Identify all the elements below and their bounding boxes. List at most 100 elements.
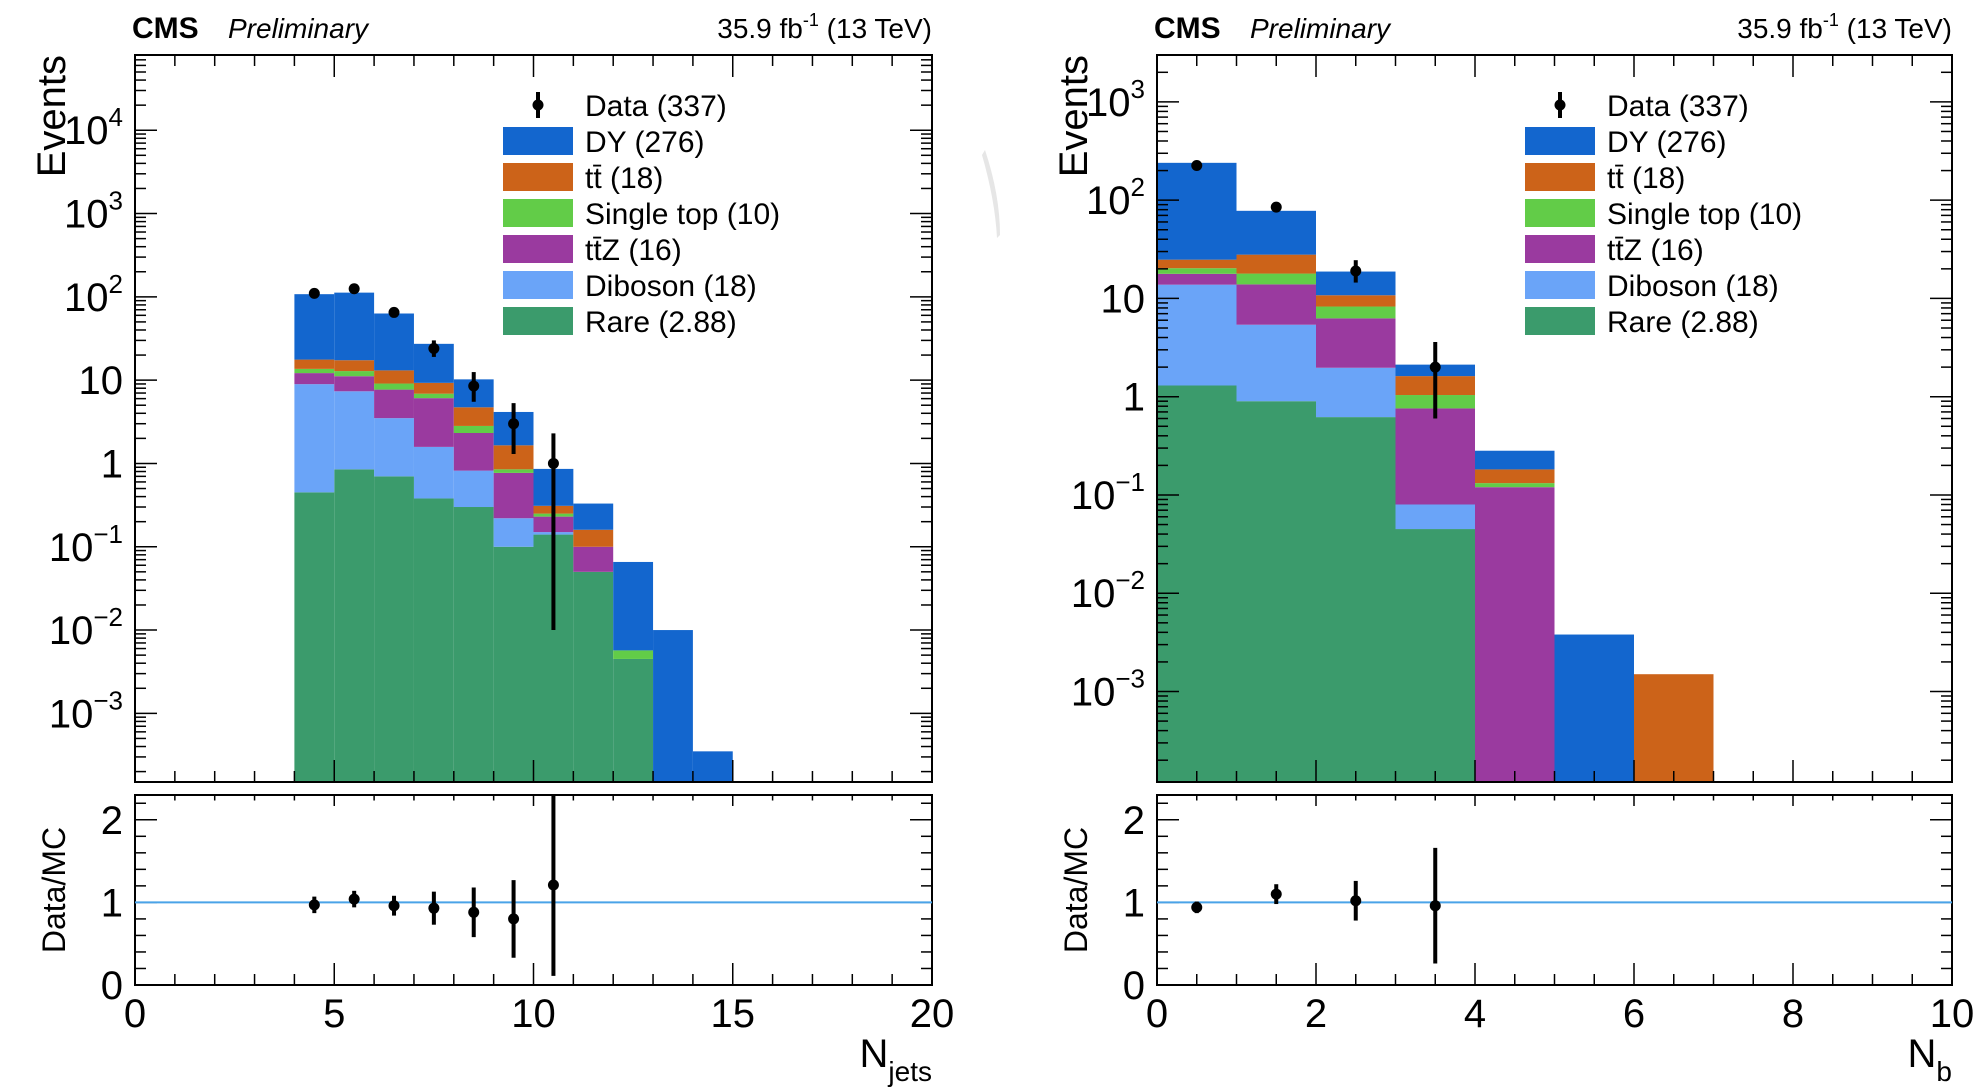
- bar-rare: [334, 469, 375, 782]
- bar-tt: [334, 360, 375, 372]
- y-tick-label: 10−2: [1071, 565, 1145, 616]
- ratio-point: [308, 899, 320, 911]
- data-point: [468, 380, 480, 392]
- bar-single-top: [294, 368, 335, 374]
- ratio-frame: [134, 794, 933, 986]
- stacked-bars: [294, 292, 733, 782]
- legend-swatch: [503, 307, 573, 335]
- bar-rare: [374, 476, 414, 782]
- bar-diboson: [453, 470, 494, 508]
- y-tick-label: 103: [64, 186, 123, 237]
- legend-label: Rare (2.88): [1607, 306, 1759, 339]
- bar-tt: [1236, 254, 1316, 274]
- bar-tt: [453, 407, 494, 426]
- bar-rare: [573, 571, 614, 782]
- bar-tt: [1316, 295, 1396, 307]
- data-point: [1270, 201, 1282, 213]
- bar-diboson: [493, 518, 534, 547]
- x-tick-label: 6: [1623, 992, 1645, 1036]
- bar-rare: [1157, 385, 1237, 782]
- ratio-point: [348, 893, 360, 905]
- status-label: Preliminary: [1250, 13, 1392, 44]
- bar-dy: [573, 503, 614, 530]
- bar-diboson: [1395, 504, 1475, 530]
- bar-ttz: [573, 546, 614, 572]
- legend-label: Single top (10): [585, 198, 780, 231]
- ratio-points: [1191, 847, 1441, 964]
- bar-diboson: [413, 446, 454, 499]
- bar-dy: [374, 313, 414, 371]
- bar-dy: [294, 294, 335, 360]
- legend-label: Data (337): [585, 90, 727, 123]
- experiment-label: CMS: [132, 12, 199, 45]
- bar-dy: [1554, 634, 1634, 782]
- bar-dy: [1236, 210, 1316, 255]
- legend-marker-data: [532, 99, 544, 111]
- bar-ttz: [1475, 487, 1555, 782]
- bar-single-top: [413, 393, 454, 399]
- bar-tt: [413, 382, 454, 394]
- bar-diboson: [294, 384, 335, 493]
- bar-single-top: [613, 650, 654, 659]
- x-tick-label: 10: [511, 992, 556, 1036]
- y-tick-label: 10−2: [49, 602, 123, 653]
- legend: Data (337)DY (276)tt̄ (18)Single top (10…: [503, 90, 780, 339]
- legend-swatch: [503, 199, 573, 227]
- bar-rare: [1236, 401, 1316, 782]
- data-point: [547, 457, 559, 469]
- ratio-point: [547, 879, 559, 891]
- y-tick-label: 10−1: [49, 519, 123, 570]
- legend-swatch: [1525, 199, 1595, 227]
- x-tick-label: 20: [910, 992, 955, 1036]
- legend-swatch: [1525, 163, 1595, 191]
- legend-label: Single top (10): [1607, 198, 1802, 231]
- bar-single-top: [1236, 273, 1316, 285]
- bar-ttz: [413, 398, 454, 447]
- bar-rare: [1316, 417, 1396, 782]
- bar-rare: [1395, 529, 1475, 782]
- legend-label: Diboson (18): [1607, 270, 1779, 303]
- nb-plot: CMS Preliminary 35.9 fb-1 (13 TeV) 10−3 10−2…: [1052, 10, 1974, 1087]
- legend-swatch: [503, 235, 573, 263]
- legend-label: tt̄ (18): [585, 162, 663, 195]
- x-tick-label: 8: [1782, 992, 1804, 1036]
- ratio-point: [1429, 900, 1441, 912]
- bar-ttz: [453, 433, 494, 471]
- legend-swatch: [1525, 271, 1595, 299]
- bar-diboson: [1157, 284, 1237, 386]
- ratio-point: [388, 900, 400, 912]
- x-axis-title: Nb: [1908, 1032, 1952, 1087]
- bar-ttz: [1236, 284, 1316, 325]
- y-axis-title: Events: [1052, 55, 1096, 177]
- y-tick-label: 10−3: [1071, 664, 1145, 715]
- ratio-y-ticks: 0 1 2: [1123, 799, 1952, 1008]
- y-tick-label: 1: [101, 442, 123, 486]
- y-axis-ticks: 10−3 10−2 10−1 1 10 102 103 104: [49, 54, 932, 773]
- x-tick-label: 0: [124, 992, 146, 1036]
- legend-swatch: [1525, 127, 1595, 155]
- data-points: [1191, 160, 1441, 419]
- bar-diboson: [1316, 367, 1396, 418]
- bar-dy: [1475, 450, 1555, 470]
- data-point: [388, 306, 400, 318]
- ratio-tick-label: 2: [101, 799, 123, 843]
- ratio-point: [1350, 895, 1362, 907]
- ratio-points: [308, 795, 559, 976]
- x-axis-title: Njets: [860, 1032, 932, 1087]
- bar-ttz: [1395, 408, 1475, 505]
- data-point: [1191, 160, 1203, 172]
- data-point: [348, 283, 360, 295]
- y-tick-label: 10−3: [49, 685, 123, 736]
- y-tick-label: 102: [1086, 172, 1145, 223]
- y-tick-label: 103: [1086, 74, 1145, 125]
- bar-rare: [413, 498, 454, 782]
- plot-header: CMS Preliminary 35.9 fb-1 (13 TeV): [1154, 10, 1952, 45]
- legend-label: tt̄Z (16): [1607, 234, 1704, 267]
- status-label: Preliminary: [228, 13, 370, 44]
- ratio-tick-label: 0: [101, 964, 123, 1008]
- ratio-point: [1270, 888, 1282, 900]
- bar-dy: [613, 561, 654, 651]
- legend-marker-data: [1554, 99, 1566, 111]
- ratio-tick-label: 1: [1123, 881, 1145, 925]
